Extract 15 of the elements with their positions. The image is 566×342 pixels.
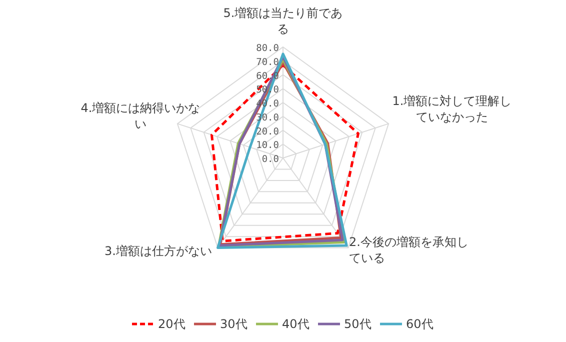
spoke-label: 1.増額に対して理解していなかった bbox=[391, 93, 513, 125]
legend-label: 40代 bbox=[282, 317, 310, 331]
legend-label: 30代 bbox=[220, 317, 248, 331]
y-tick-label: 20.0 bbox=[256, 126, 280, 138]
spoke-label: 3.増額は仕方がない bbox=[104, 243, 212, 259]
y-tick-label: 70.0 bbox=[256, 56, 280, 68]
spoke-label: 5.増額は当たり前である bbox=[222, 5, 344, 37]
legend-label: 20代 bbox=[158, 317, 186, 331]
legend-label: 60代 bbox=[406, 317, 434, 331]
spoke-label: 2.今後の増額を承知している bbox=[349, 234, 469, 266]
spoke-label: 4.増額には納得いかない bbox=[80, 100, 202, 132]
y-tick-label: 10.0 bbox=[256, 140, 280, 152]
y-tick-label: 0.0 bbox=[262, 154, 280, 165]
legend-label: 50代 bbox=[344, 317, 372, 331]
y-tick-label: 80.0 bbox=[256, 43, 280, 54]
